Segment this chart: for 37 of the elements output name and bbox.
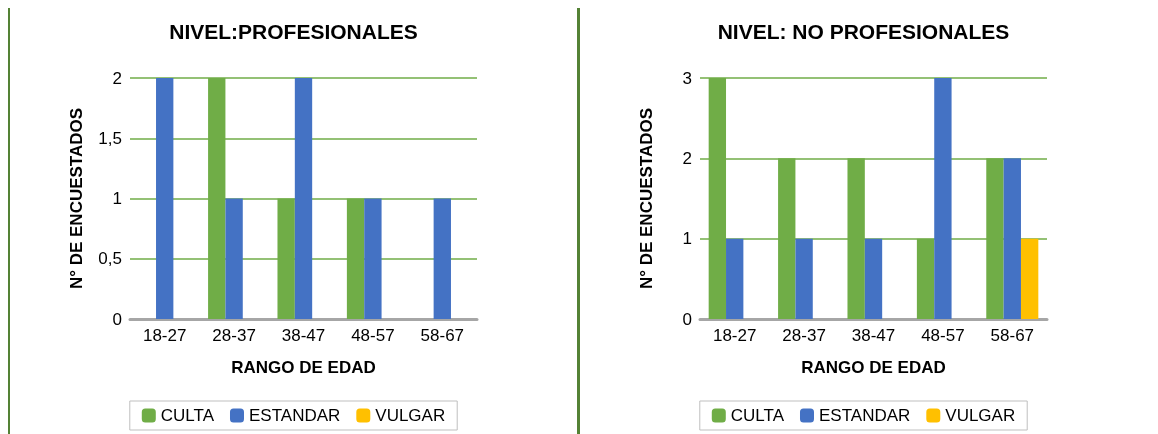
y-tick-label: 2 — [112, 68, 122, 88]
y-axis-title: N° DE ENCUESTADOS — [67, 107, 86, 290]
x-axis-title: RANGO DE EDAD — [801, 358, 946, 377]
legend-label: CULTA — [730, 406, 785, 425]
bar — [1020, 238, 1039, 319]
chart-title: NIVEL:PROFESIONALES — [169, 20, 418, 43]
y-tick-label: 0,5 — [98, 249, 122, 269]
y-tick-label: 1 — [682, 229, 692, 249]
bar — [1003, 158, 1021, 319]
legend-label: CULTA — [160, 406, 215, 425]
y-axis-title: N° DE ENCUESTADOS — [637, 107, 656, 290]
x-tick-label: 18-27 — [712, 326, 757, 345]
y-tick-label: 3 — [682, 68, 692, 88]
chart-title: NIVEL: NO PROFESIONALES — [717, 20, 1010, 43]
legend-label: VULGAR — [375, 406, 446, 425]
x-tick-label: 28-37 — [212, 326, 256, 345]
y-tick-label: 0 — [112, 309, 122, 329]
x-tick-label: 58-67 — [420, 326, 465, 345]
bar — [864, 238, 883, 319]
bar — [934, 78, 952, 319]
y-tick-label: 0 — [682, 309, 692, 329]
legend-label: ESTANDAR — [819, 406, 911, 425]
x-tick-label: 38-47 — [851, 326, 896, 345]
legend-label: VULGAR — [945, 406, 1016, 425]
x-tick-label: 58-67 — [990, 326, 1035, 345]
bar — [726, 238, 744, 319]
x-tick-label: 38-47 — [281, 326, 326, 345]
x-tick-label: 18-27 — [142, 326, 187, 345]
bar — [795, 238, 813, 319]
y-tick-label: 1 — [112, 189, 122, 208]
x-tick-label: 48-57 — [921, 326, 965, 345]
legend-label: ESTANDAR — [249, 406, 341, 425]
x-axis-title: RANGO DE EDAD — [231, 358, 376, 377]
x-tick-label: 48-57 — [351, 326, 395, 345]
y-tick-label: 2 — [682, 148, 692, 168]
x-tick-label: 28-37 — [782, 326, 826, 345]
y-tick-label: 1,5 — [98, 128, 122, 148]
